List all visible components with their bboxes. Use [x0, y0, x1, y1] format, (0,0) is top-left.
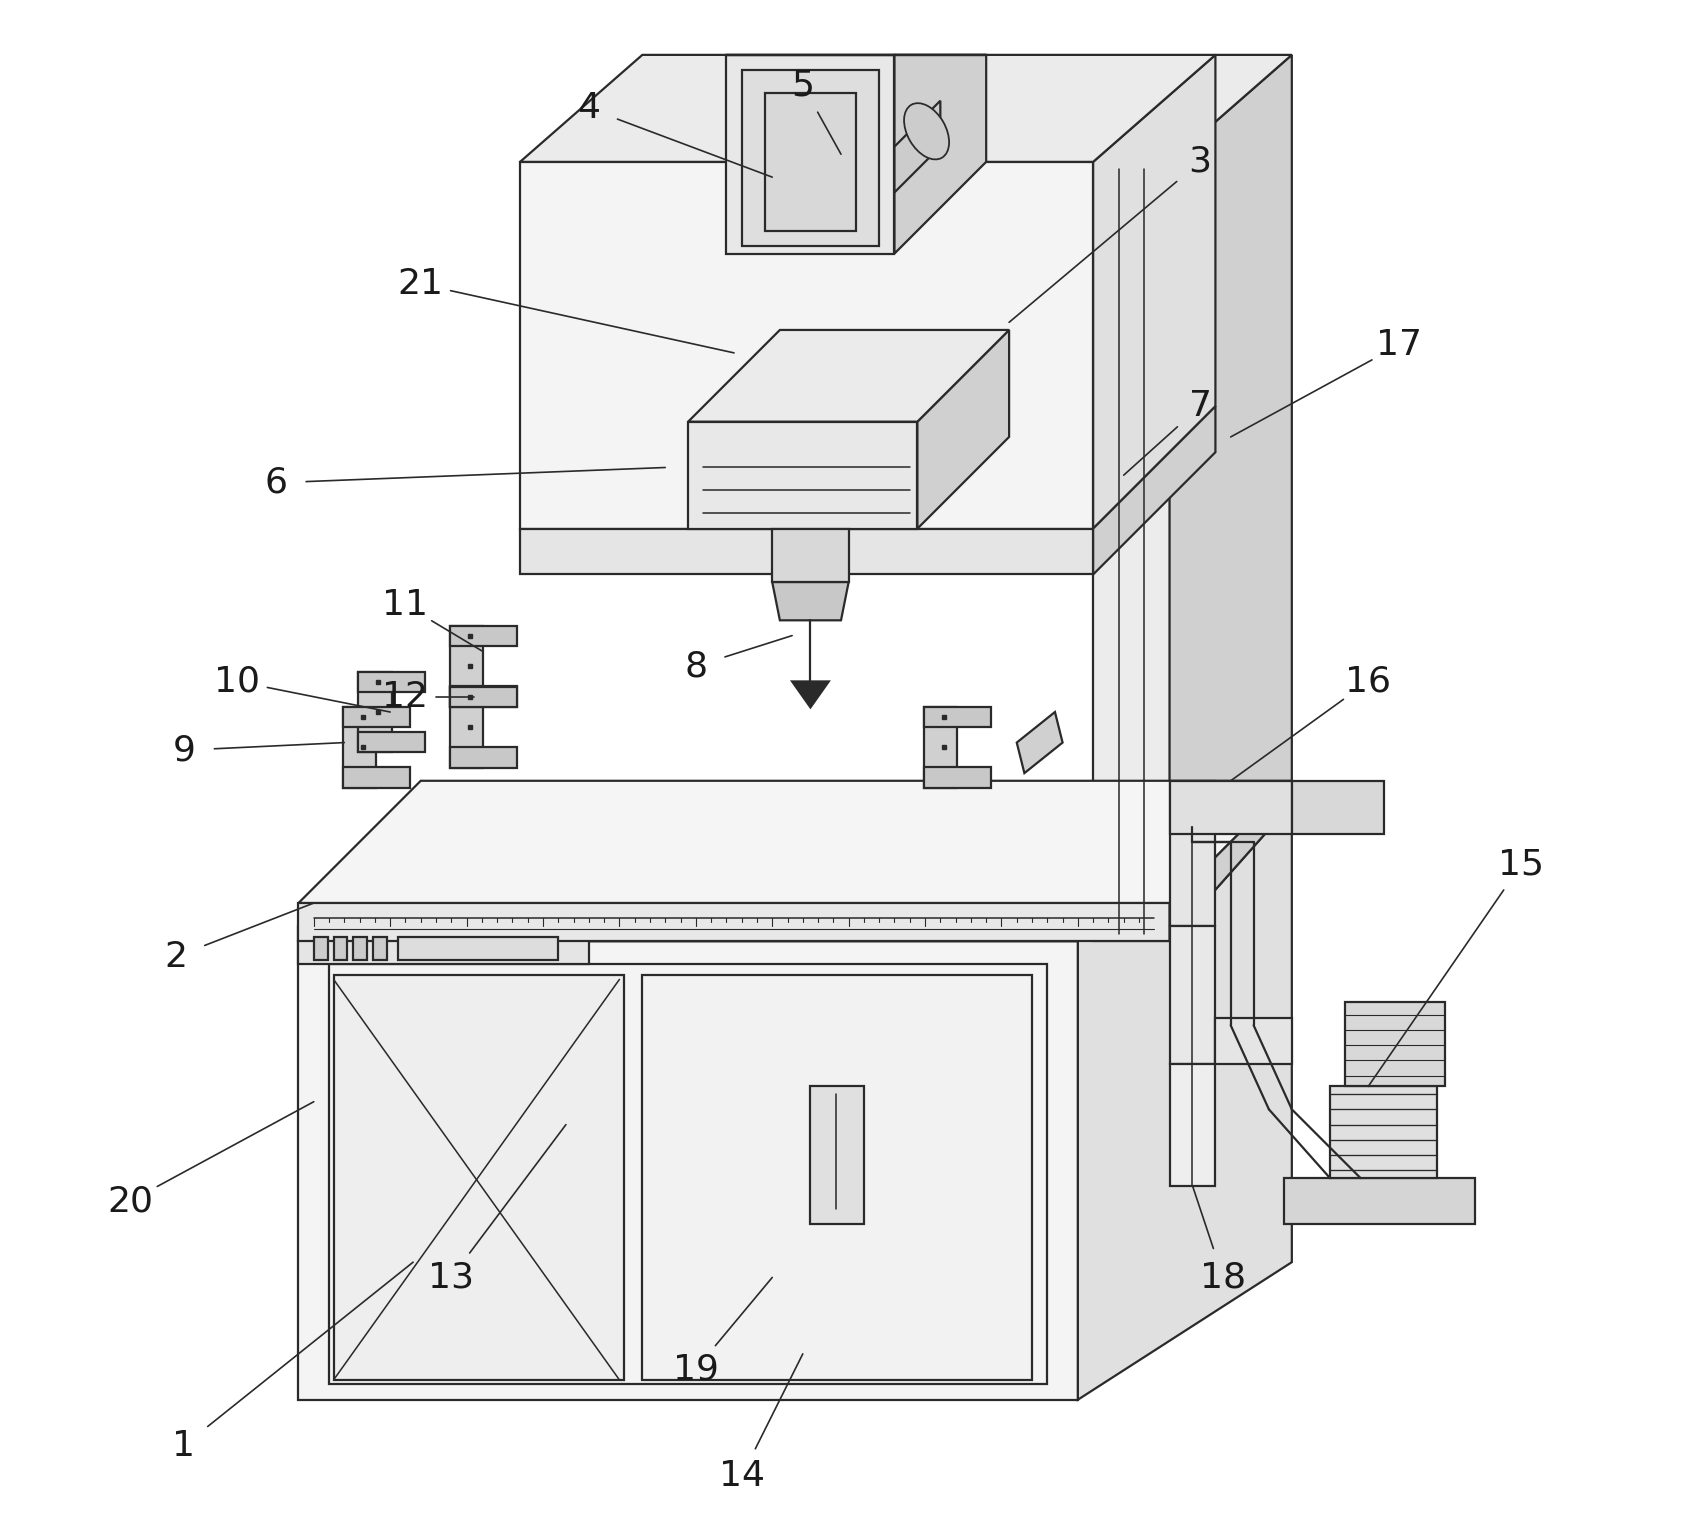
- Polygon shape: [1169, 1064, 1216, 1187]
- Polygon shape: [1283, 1179, 1475, 1223]
- Polygon shape: [449, 686, 516, 706]
- Bar: [643, 975, 1033, 1379]
- Bar: [333, 937, 348, 960]
- Polygon shape: [917, 331, 1009, 528]
- Bar: [315, 937, 328, 960]
- Polygon shape: [358, 732, 426, 752]
- Polygon shape: [520, 55, 1216, 162]
- Polygon shape: [1078, 804, 1292, 1399]
- Polygon shape: [772, 582, 849, 620]
- Polygon shape: [895, 101, 940, 193]
- Polygon shape: [895, 55, 986, 254]
- Polygon shape: [449, 626, 483, 706]
- Bar: [399, 937, 558, 960]
- Text: 9: 9: [173, 733, 195, 767]
- Polygon shape: [449, 687, 483, 767]
- Polygon shape: [449, 687, 516, 707]
- Polygon shape: [1169, 55, 1292, 942]
- Polygon shape: [1292, 781, 1384, 834]
- Polygon shape: [298, 942, 1078, 1399]
- Polygon shape: [1169, 926, 1216, 1064]
- Text: 10: 10: [214, 664, 261, 698]
- Polygon shape: [298, 781, 1292, 903]
- Text: 3: 3: [1189, 145, 1211, 179]
- Text: 2: 2: [165, 940, 188, 974]
- Polygon shape: [298, 903, 1169, 942]
- Polygon shape: [1093, 55, 1292, 162]
- Polygon shape: [449, 626, 516, 646]
- Text: 15: 15: [1499, 848, 1544, 882]
- Polygon shape: [358, 672, 392, 752]
- Text: 4: 4: [577, 92, 600, 126]
- Polygon shape: [1216, 1018, 1292, 1064]
- Polygon shape: [1346, 1003, 1445, 1087]
- Text: 8: 8: [685, 649, 708, 683]
- Polygon shape: [772, 528, 849, 582]
- Polygon shape: [1093, 406, 1216, 574]
- Polygon shape: [727, 55, 895, 254]
- Polygon shape: [343, 707, 377, 787]
- Polygon shape: [923, 707, 957, 787]
- Polygon shape: [1169, 781, 1216, 926]
- Polygon shape: [520, 162, 1093, 528]
- Text: 21: 21: [397, 266, 444, 302]
- Text: 17: 17: [1376, 328, 1421, 363]
- Bar: [353, 937, 367, 960]
- Text: 20: 20: [108, 1183, 153, 1219]
- Polygon shape: [520, 528, 1093, 574]
- Bar: [765, 93, 856, 231]
- Polygon shape: [688, 421, 917, 528]
- Polygon shape: [343, 767, 410, 787]
- Polygon shape: [1330, 1087, 1436, 1179]
- Bar: [298, 926, 589, 965]
- Text: 11: 11: [382, 588, 429, 622]
- Polygon shape: [1016, 712, 1063, 773]
- Polygon shape: [343, 707, 410, 727]
- Text: 13: 13: [429, 1260, 474, 1294]
- Bar: [742, 70, 880, 246]
- Text: 18: 18: [1199, 1260, 1246, 1294]
- Text: 16: 16: [1346, 664, 1391, 698]
- Polygon shape: [1093, 162, 1169, 942]
- Ellipse shape: [903, 103, 949, 159]
- Polygon shape: [358, 672, 426, 692]
- Text: 12: 12: [382, 680, 429, 713]
- Polygon shape: [1169, 781, 1292, 942]
- Polygon shape: [923, 707, 991, 727]
- Bar: [333, 975, 624, 1379]
- Polygon shape: [792, 681, 829, 707]
- Polygon shape: [688, 331, 1009, 421]
- Text: 1: 1: [172, 1428, 195, 1462]
- Bar: [811, 1087, 865, 1223]
- Text: 14: 14: [718, 1459, 765, 1493]
- Polygon shape: [923, 767, 991, 787]
- Bar: [373, 937, 387, 960]
- Text: 7: 7: [1189, 389, 1211, 424]
- Text: 5: 5: [791, 69, 814, 103]
- Text: 19: 19: [673, 1352, 718, 1386]
- Polygon shape: [1169, 781, 1292, 834]
- Bar: [330, 965, 1048, 1384]
- Polygon shape: [1093, 55, 1216, 528]
- Text: 6: 6: [264, 465, 288, 499]
- Polygon shape: [298, 804, 1292, 942]
- Polygon shape: [449, 747, 516, 767]
